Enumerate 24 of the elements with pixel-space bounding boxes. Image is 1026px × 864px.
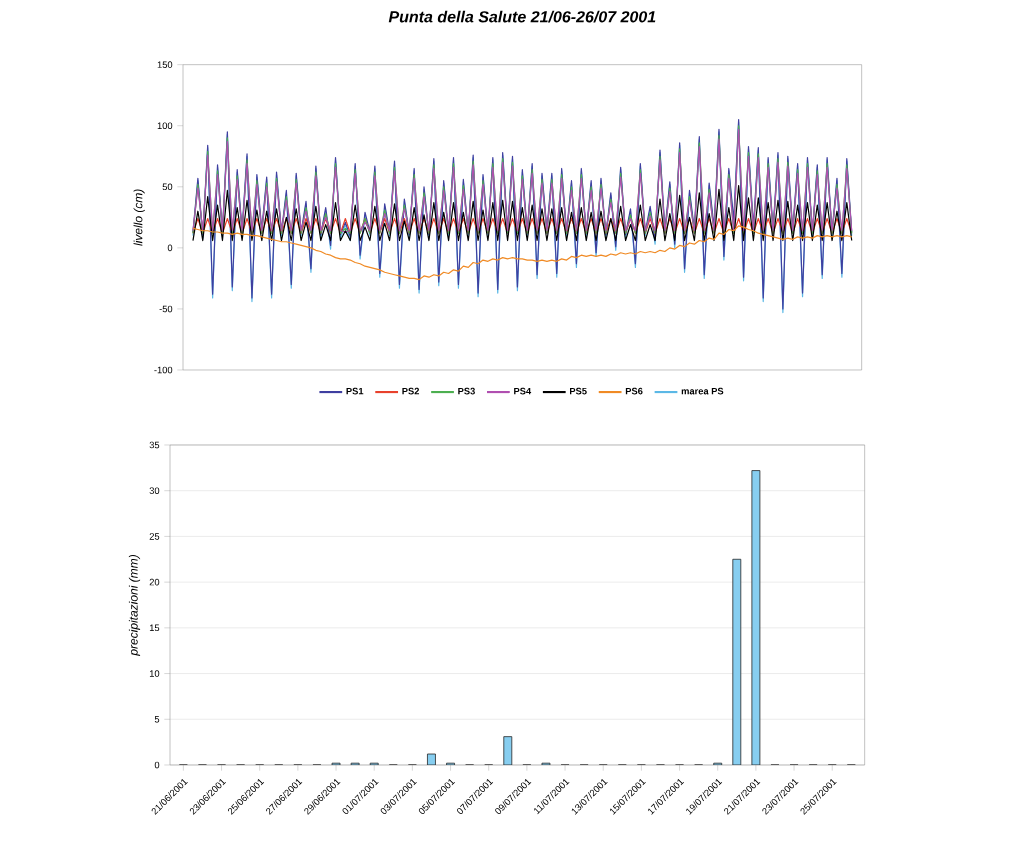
y-tick-label: 100	[157, 122, 173, 130]
legend-label: PS2	[402, 387, 420, 395]
y-tick-label: 50	[162, 183, 173, 191]
y-axis-title: livello (cm)	[133, 189, 145, 246]
y-tick-label: 0	[154, 761, 160, 769]
y-tick-label: 0	[167, 244, 173, 252]
y-tick-label: -100	[154, 366, 173, 374]
y-tick-label: 5	[154, 716, 160, 723]
y-tick-label: 25	[149, 533, 160, 540]
chart-title: Punta della Salute 21/06-26/07 2001	[388, 10, 656, 23]
legend-label: PS5	[570, 387, 587, 395]
legend-label: PS4	[514, 387, 532, 395]
y-tick-label: 35	[149, 441, 160, 449]
y-tick-label: 20	[149, 578, 160, 586]
y-axis-title: precipitazioni (mm)	[128, 555, 141, 656]
legend-label: PS3	[458, 387, 475, 395]
y-tick-label: 30	[149, 487, 160, 494]
y-tick-label: 150	[157, 61, 173, 68]
y-tick-label: 10	[149, 670, 160, 677]
legend-label: PS1	[346, 387, 364, 395]
legend-label: PS6	[625, 387, 643, 395]
y-tick-label: 15	[149, 624, 160, 632]
y-tick-label: -50	[159, 305, 173, 313]
legend-label: marea PS	[681, 387, 724, 395]
